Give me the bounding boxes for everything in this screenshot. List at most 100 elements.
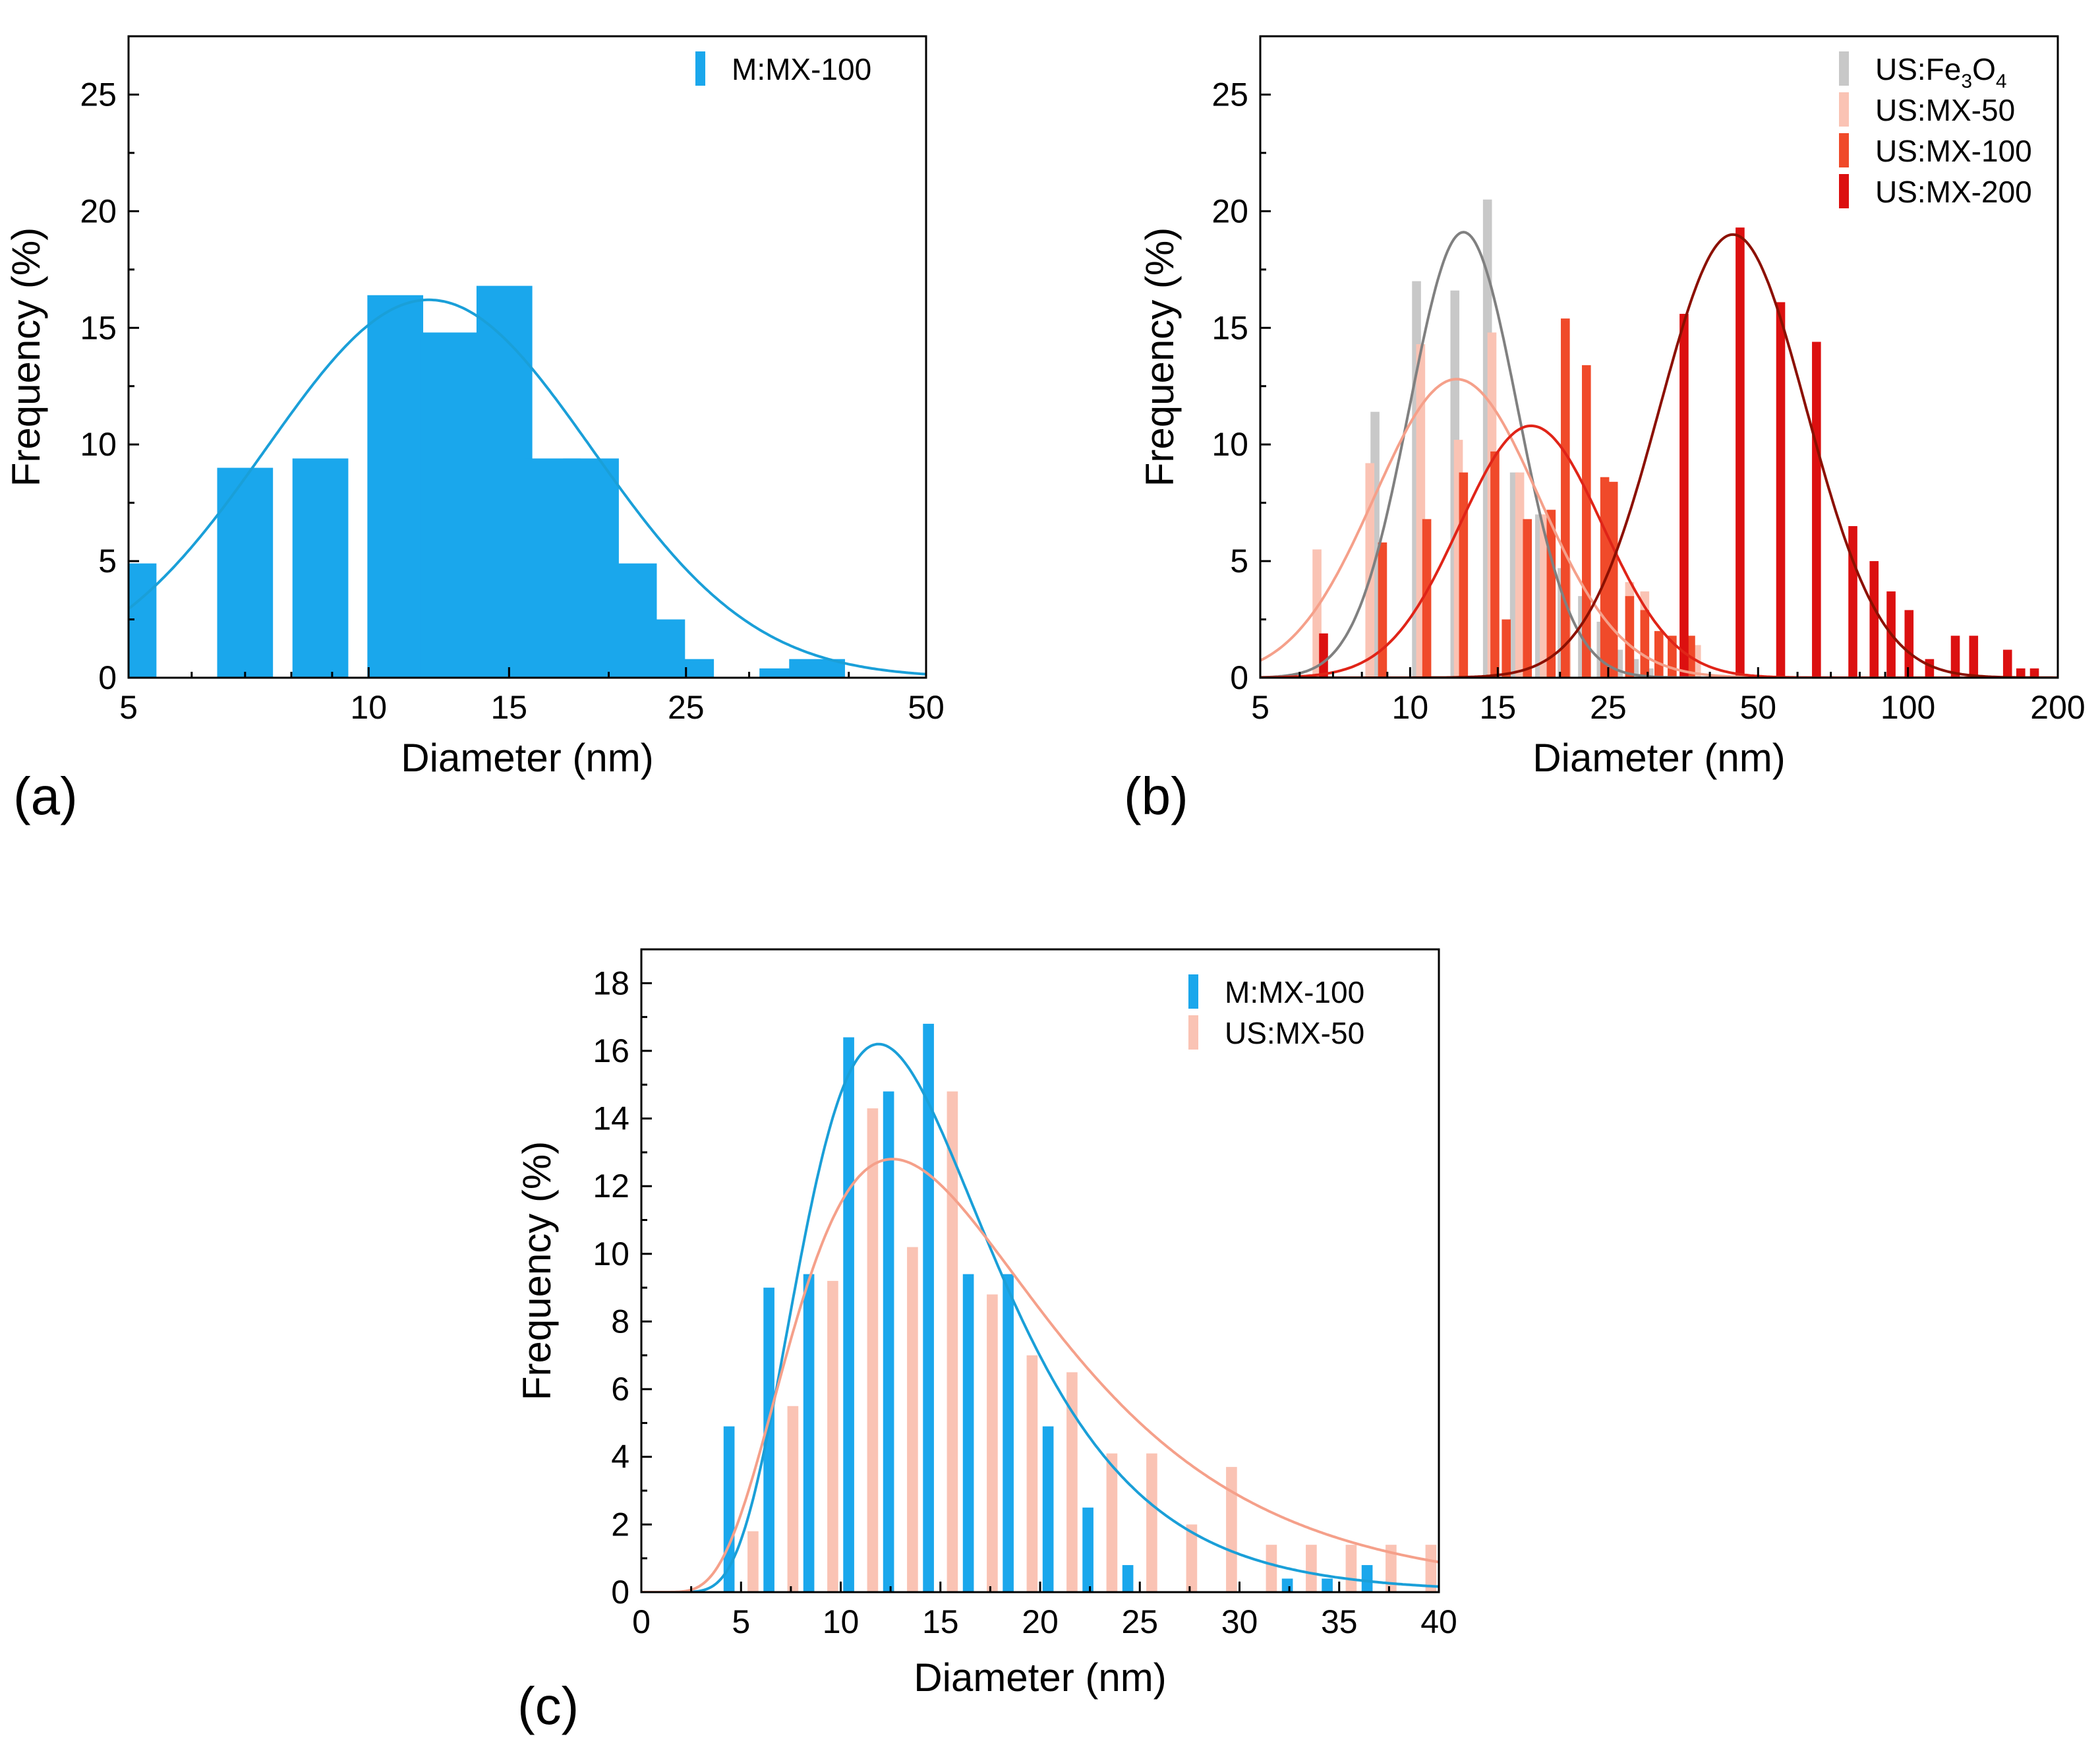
bar: [1640, 610, 1650, 678]
bar: [1625, 596, 1635, 678]
bar: [1345, 1545, 1357, 1592]
legend-label: US:MX-50: [1875, 93, 2015, 127]
bar: [1515, 472, 1525, 678]
x-tick-label: 30: [1221, 1603, 1258, 1640]
bar: [1925, 659, 1935, 678]
x-tick-label: 5: [1251, 689, 1269, 726]
bar: [1122, 1564, 1134, 1592]
fit-curve: [1260, 424, 2058, 678]
bar: [1540, 514, 1549, 678]
fit-curve: [641, 1158, 1439, 1592]
y-tick-label: 25: [80, 76, 117, 113]
y-axis-label: Frequency (%): [4, 227, 48, 487]
x-tick-label: 15: [1480, 689, 1517, 726]
bar: [1969, 636, 1979, 678]
x-axis-label: Diameter (nm): [914, 1655, 1166, 1700]
bar: [907, 1247, 918, 1592]
y-tick-label: 6: [611, 1371, 629, 1408]
bar: [1422, 519, 1432, 678]
y-axis-label: Frequency (%): [1138, 227, 1182, 487]
x-tick-label: 10: [1392, 689, 1429, 726]
bar: [367, 295, 424, 678]
panel-label: (c): [517, 1677, 579, 1735]
y-tick-label: 8: [611, 1303, 629, 1340]
x-tick-label: 25: [668, 689, 705, 726]
bar: [1042, 1426, 1054, 1592]
x-tick-label: 25: [1590, 689, 1627, 726]
bar: [1459, 472, 1469, 678]
bar: [803, 1274, 815, 1592]
series-m-mx-100-bars: [723, 1023, 1373, 1592]
bar: [747, 1531, 759, 1592]
legend-label: US:MX-100: [1875, 134, 2032, 168]
legend: M:MX-100: [695, 51, 871, 86]
y-tick-label: 20: [80, 193, 117, 229]
bar: [1950, 636, 1960, 678]
y-tick-label: 5: [98, 543, 117, 579]
bar: [1361, 1564, 1373, 1592]
y-tick-label: 10: [80, 426, 117, 463]
bar: [1546, 510, 1556, 678]
bar: [1904, 610, 1914, 678]
panel-label: (a): [13, 767, 78, 825]
panel-label: (b): [1124, 767, 1188, 825]
legend-label: US:Fe3O4: [1875, 52, 2007, 92]
bar: [1319, 633, 1328, 678]
legend-swatch: [1839, 92, 1849, 127]
bar: [1812, 342, 1821, 678]
fit-curve: [129, 298, 926, 676]
x-tick-label: 40: [1420, 1603, 1457, 1640]
x-tick-label: 50: [1739, 689, 1776, 726]
legend-label: M:MX-100: [732, 52, 871, 86]
legend-label: M:MX-100: [1225, 975, 1364, 1009]
bar: [1425, 1545, 1437, 1592]
bar: [962, 1274, 974, 1592]
y-tick-label: 16: [593, 1032, 629, 1069]
y-axis-label: Frequency (%): [515, 1141, 559, 1400]
series-us-mx-50-bars: [747, 1091, 1437, 1592]
x-tick-label: 5: [732, 1603, 750, 1640]
x-axis-label: Diameter (nm): [401, 736, 653, 780]
bar: [1281, 1578, 1293, 1592]
y-tick-label: 15: [80, 309, 117, 346]
legend-swatch: [1188, 974, 1198, 1009]
legend-swatch: [1188, 1015, 1198, 1050]
bar: [1066, 1372, 1078, 1592]
bar: [1385, 1545, 1397, 1592]
x-tick-label: 25: [1121, 1603, 1158, 1640]
bar: [1582, 365, 1591, 678]
bar: [1654, 631, 1664, 678]
bar: [923, 1023, 934, 1592]
y-tick-label: 10: [1211, 426, 1248, 463]
legend-swatch: [695, 51, 705, 86]
bar: [1186, 1524, 1198, 1592]
y-tick-label: 4: [611, 1439, 629, 1475]
x-axis-label: Diameter (nm): [1532, 736, 1785, 780]
legend-label: US:MX-50: [1225, 1016, 1364, 1050]
bar: [1869, 561, 1879, 678]
y-tick-label: 14: [593, 1100, 629, 1137]
fit-curve: [1260, 378, 2058, 678]
bar: [1106, 1453, 1118, 1592]
fit-curve: [641, 1042, 1439, 1592]
bar: [1266, 1545, 1277, 1592]
bar: [476, 285, 533, 678]
plot-frame: [1259, 35, 2059, 679]
bar: [1003, 1274, 1014, 1592]
x-tick-label: 35: [1321, 1603, 1358, 1640]
legend-label: US:MX-200: [1875, 175, 2032, 209]
y-tick-label: 0: [98, 659, 117, 696]
bar: [1082, 1507, 1094, 1592]
y-tick-label: 12: [593, 1168, 629, 1204]
legend-swatch: [1839, 51, 1849, 86]
bar: [1226, 1467, 1237, 1592]
bar: [987, 1294, 998, 1592]
bar: [421, 332, 477, 678]
y-tick-label: 2: [611, 1506, 629, 1543]
x-tick-label: 100: [1881, 689, 1935, 726]
bar: [1378, 542, 1387, 678]
bar: [787, 1406, 799, 1592]
legend-swatch: [1839, 174, 1849, 208]
y-tick-label: 0: [611, 1574, 629, 1611]
